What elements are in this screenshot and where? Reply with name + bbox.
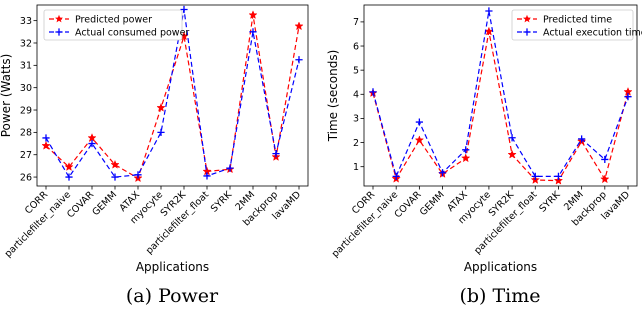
data-point-predicted: [87, 133, 97, 142]
data-point-actual: [601, 155, 609, 164]
figure-caption: (b) Time: [459, 285, 540, 307]
legend-box: [43, 9, 183, 41]
data-point-predicted: [507, 149, 517, 159]
data-point-predicted: [414, 135, 425, 145]
y-tick-label: 1: [353, 162, 359, 173]
legend-box: [511, 9, 634, 41]
y-tick-label: 6: [353, 41, 359, 52]
data-point-actual: [438, 169, 447, 177]
y-axis-label: Time (seconds): [326, 50, 340, 143]
y-tick-label: 30: [20, 83, 32, 94]
legend-label: Actual execution time: [543, 27, 642, 38]
data-point-actual: [180, 5, 188, 14]
y-axis-label: Power (Watts): [0, 54, 13, 138]
y-tick-label: 28: [20, 128, 32, 139]
legend-marker-star: [523, 14, 531, 23]
y-tick-label: 33: [20, 16, 32, 27]
data-point-predicted: [294, 21, 304, 31]
figure-caption: (a) Power: [126, 285, 219, 307]
data-point-predicted: [553, 175, 564, 185]
series-line-actual: [45, 9, 300, 179]
data-point-actual: [295, 56, 303, 64]
y-tick-label: 3: [353, 114, 359, 125]
legend-label: Actual consumed power: [75, 27, 189, 38]
legend: Predicted power Actual consumed power: [43, 9, 189, 41]
x-tick-label: COVAR: [392, 189, 423, 220]
data-point-actual: [578, 135, 586, 143]
data-point-predicted: [110, 159, 120, 169]
series-line-actual: [372, 10, 629, 179]
legend-label: Predicted power: [75, 14, 152, 25]
data-point-actual: [392, 172, 400, 180]
x-axis-label: Applications: [464, 260, 537, 274]
data-point-actual: [203, 172, 211, 180]
y-tick-label: 7: [353, 17, 359, 28]
data-point-actual: [157, 128, 165, 136]
plot-frame: [36, 4, 309, 187]
data-point-actual: [485, 7, 493, 15]
series-line-predicted: [372, 31, 629, 182]
chart-power: 2627282930313233CORRparticlefilter_naive…: [0, 4, 309, 307]
data-point-actual: [65, 173, 73, 181]
data-point-actual: [111, 173, 119, 181]
y-tick-label: 32: [20, 38, 32, 49]
y-tick-label: 27: [20, 150, 32, 161]
legend-marker-plus: [523, 28, 531, 36]
data-point-predicted: [461, 153, 471, 163]
data-point-predicted: [41, 140, 51, 150]
data-point-actual: [508, 134, 516, 142]
x-tick-label: GEMM: [418, 189, 447, 218]
legend: Predicted time Actual execution time: [511, 9, 642, 41]
data-point-actual: [554, 172, 563, 180]
data-point-actual: [531, 172, 539, 180]
data-point-actual: [415, 118, 423, 126]
chart-time: 1234567CORRparticlefilter_naiveCOVARGEMM…: [326, 4, 642, 307]
y-tick-label: 4: [353, 90, 359, 101]
x-axis-label: Applications: [136, 260, 209, 274]
data-point-actual: [249, 28, 257, 36]
data-point-predicted: [156, 102, 166, 112]
data-point-actual: [88, 139, 96, 148]
data-point-predicted: [600, 174, 610, 184]
y-tick-label: 2: [353, 138, 359, 149]
y-tick-label: 5: [353, 65, 359, 76]
data-point-actual: [42, 134, 50, 142]
data-point-actual: [369, 88, 377, 96]
y-tick-label: 29: [20, 105, 32, 116]
legend-label: Predicted time: [543, 14, 612, 25]
data-point-actual: [226, 164, 234, 172]
y-tick-label: 26: [20, 172, 32, 183]
y-tick-label: 31: [20, 61, 32, 72]
x-tick-label: SYRK: [537, 189, 563, 215]
data-point-actual: [462, 146, 470, 154]
data-point-actual: [624, 93, 632, 101]
data-point-predicted: [64, 162, 74, 171]
x-tick-label: GEMM: [90, 189, 119, 218]
legend-marker-plus: [55, 28, 63, 36]
legend-marker-star: [55, 14, 63, 23]
x-tick-label: SYRK: [209, 189, 235, 215]
plot-frame: [363, 4, 638, 187]
data-point-actual: [134, 171, 142, 179]
data-point-actual: [272, 149, 280, 158]
data-point-predicted: [248, 10, 258, 20]
